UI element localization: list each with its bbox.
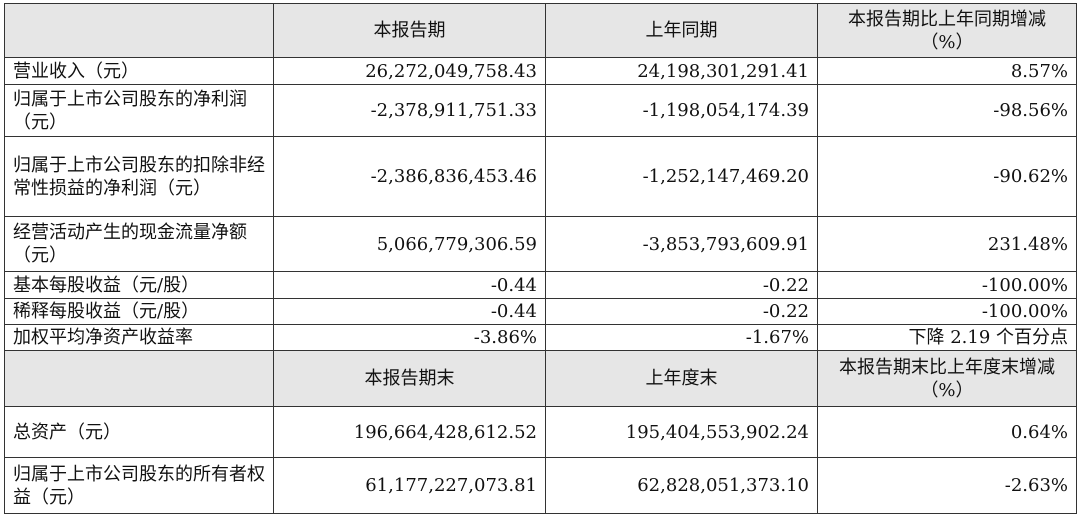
header-row-period: 本报告期 上年同期 本报告期比上年同期增减（%） (4, 3, 1077, 58)
change-value: 231.48% (817, 216, 1077, 272)
change-value: -98.56% (817, 84, 1077, 137)
header-year-end-change: 本报告期末比上年度末增减（%） (817, 350, 1077, 407)
prior-value: 195,404,553,902.24 (545, 406, 818, 458)
header-cell-blank (4, 350, 274, 407)
prior-value: -1,252,147,469.20 (545, 136, 818, 217)
row-label: 经营活动产生的现金流量净额（元） (4, 216, 274, 272)
row-label: 加权平均净资产收益率 (4, 324, 274, 351)
prior-value: -1.67% (545, 324, 818, 351)
header-current-period: 本报告期 (273, 3, 546, 58)
current-value: -2,378,911,751.33 (273, 84, 546, 137)
header-period-change: 本报告期比上年同期增减（%） (817, 3, 1077, 58)
table-row: 稀释每股收益（元/股） -0.44 -0.22 -100.00% (4, 298, 1077, 325)
financial-summary-table: 本报告期 上年同期 本报告期比上年同期增减（%） 营业收入（元） 26,272,… (4, 3, 1077, 514)
current-value: -0.44 (273, 298, 546, 325)
prior-value: 24,198,301,291.41 (545, 57, 818, 85)
change-value: -100.00% (817, 271, 1077, 299)
table-row: 经营活动产生的现金流量净额（元） 5,066,779,306.59 -3,853… (4, 216, 1077, 272)
row-label: 归属于上市公司股东的所有者权益（元） (4, 457, 274, 514)
change-value: -100.00% (817, 298, 1077, 325)
row-label: 基本每股收益（元/股） (4, 271, 274, 299)
header-row-year-end: 本报告期末 上年度末 本报告期末比上年度末增减（%） (4, 350, 1077, 407)
row-label: 营业收入（元） (4, 57, 274, 85)
table-row: 基本每股收益（元/股） -0.44 -0.22 -100.00% (4, 271, 1077, 299)
current-value: -3.86% (273, 324, 546, 351)
change-value: -2.63% (817, 457, 1077, 514)
prior-value: -1,198,054,174.39 (545, 84, 818, 137)
table-row: 归属于上市公司股东的所有者权益（元） 61,177,227,073.81 62,… (4, 457, 1077, 514)
table-row: 加权平均净资产收益率 -3.86% -1.67% 下降 2.19 个百分点 (4, 324, 1077, 351)
current-value: -2,386,836,453.46 (273, 136, 546, 217)
row-label: 归属于上市公司股东的净利润（元） (4, 84, 274, 137)
table-row: 总资产（元） 196,664,428,612.52 195,404,553,90… (4, 406, 1077, 458)
change-value: 8.57% (817, 57, 1077, 85)
table-row: 归属于上市公司股东的净利润（元） -2,378,911,751.33 -1,19… (4, 84, 1077, 137)
change-value: -90.62% (817, 136, 1077, 217)
prior-value: -0.22 (545, 298, 818, 325)
current-value: 26,272,049,758.43 (273, 57, 546, 85)
current-value: 5,066,779,306.59 (273, 216, 546, 272)
header-period-end: 本报告期末 (273, 350, 546, 407)
change-value: 下降 2.19 个百分点 (817, 324, 1077, 351)
current-value: -0.44 (273, 271, 546, 299)
header-prior-year-end: 上年度末 (545, 350, 818, 407)
header-cell-blank (4, 3, 274, 58)
row-label: 总资产（元） (4, 406, 274, 458)
table-row: 营业收入（元） 26,272,049,758.43 24,198,301,291… (4, 57, 1077, 85)
current-value: 196,664,428,612.52 (273, 406, 546, 458)
prior-value: -3,853,793,609.91 (545, 216, 818, 272)
prior-value: -0.22 (545, 271, 818, 299)
prior-value: 62,828,051,373.10 (545, 457, 818, 514)
current-value: 61,177,227,073.81 (273, 457, 546, 514)
row-label: 稀释每股收益（元/股） (4, 298, 274, 325)
header-prior-period: 上年同期 (545, 3, 818, 58)
row-label: 归属于上市公司股东的扣除非经常性损益的净利润（元） (4, 136, 274, 217)
change-value: 0.64% (817, 406, 1077, 458)
table-row: 归属于上市公司股东的扣除非经常性损益的净利润（元） -2,386,836,453… (4, 136, 1077, 217)
